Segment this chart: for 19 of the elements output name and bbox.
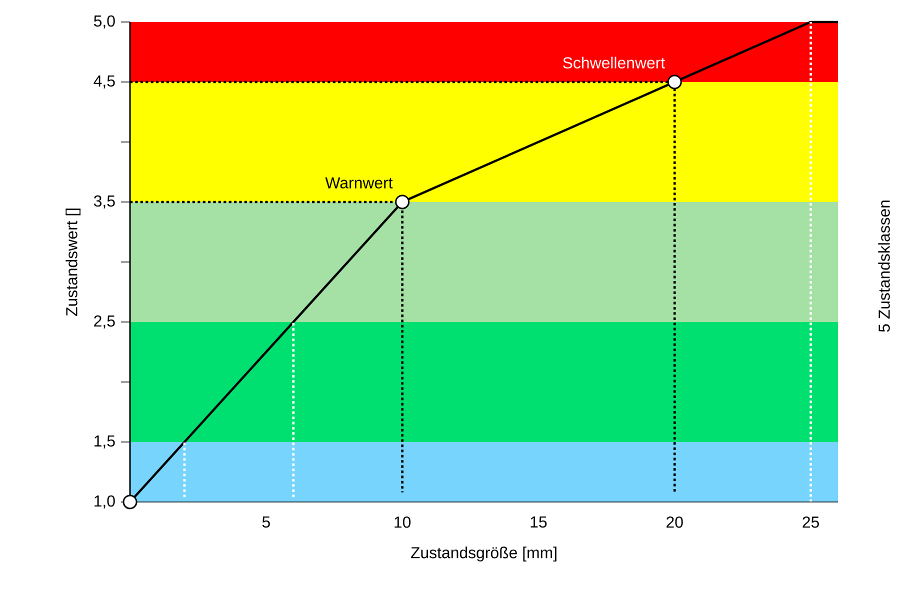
y-tick-label: 5,0 xyxy=(94,15,115,29)
x-tick-label: 20 xyxy=(666,516,683,528)
y-tick-label: 2,5 xyxy=(94,315,115,329)
y-tick-label: 4,5 xyxy=(94,75,115,88)
annotation: Schwellenwert xyxy=(563,56,665,68)
y-tick-label: 3,5 xyxy=(94,195,115,209)
x-axis-title: Zustandsgröße [mm] xyxy=(410,546,556,562)
x-tick-label: 15 xyxy=(530,516,547,528)
annotation: Warnwert xyxy=(325,177,393,188)
y-tick-label: 1,5 xyxy=(94,435,115,448)
point xyxy=(395,194,410,210)
x-tick-label: 25 xyxy=(802,516,819,528)
point xyxy=(122,494,138,510)
text: 5 Zustandsklassen xyxy=(878,200,890,332)
x-tick-label: 5 xyxy=(262,516,270,528)
point xyxy=(667,74,682,90)
y-axis-title: Zustandswert [] xyxy=(66,208,81,316)
y-tick-label: 1,0 xyxy=(94,495,115,509)
x-tick-label: 10 xyxy=(394,516,411,528)
